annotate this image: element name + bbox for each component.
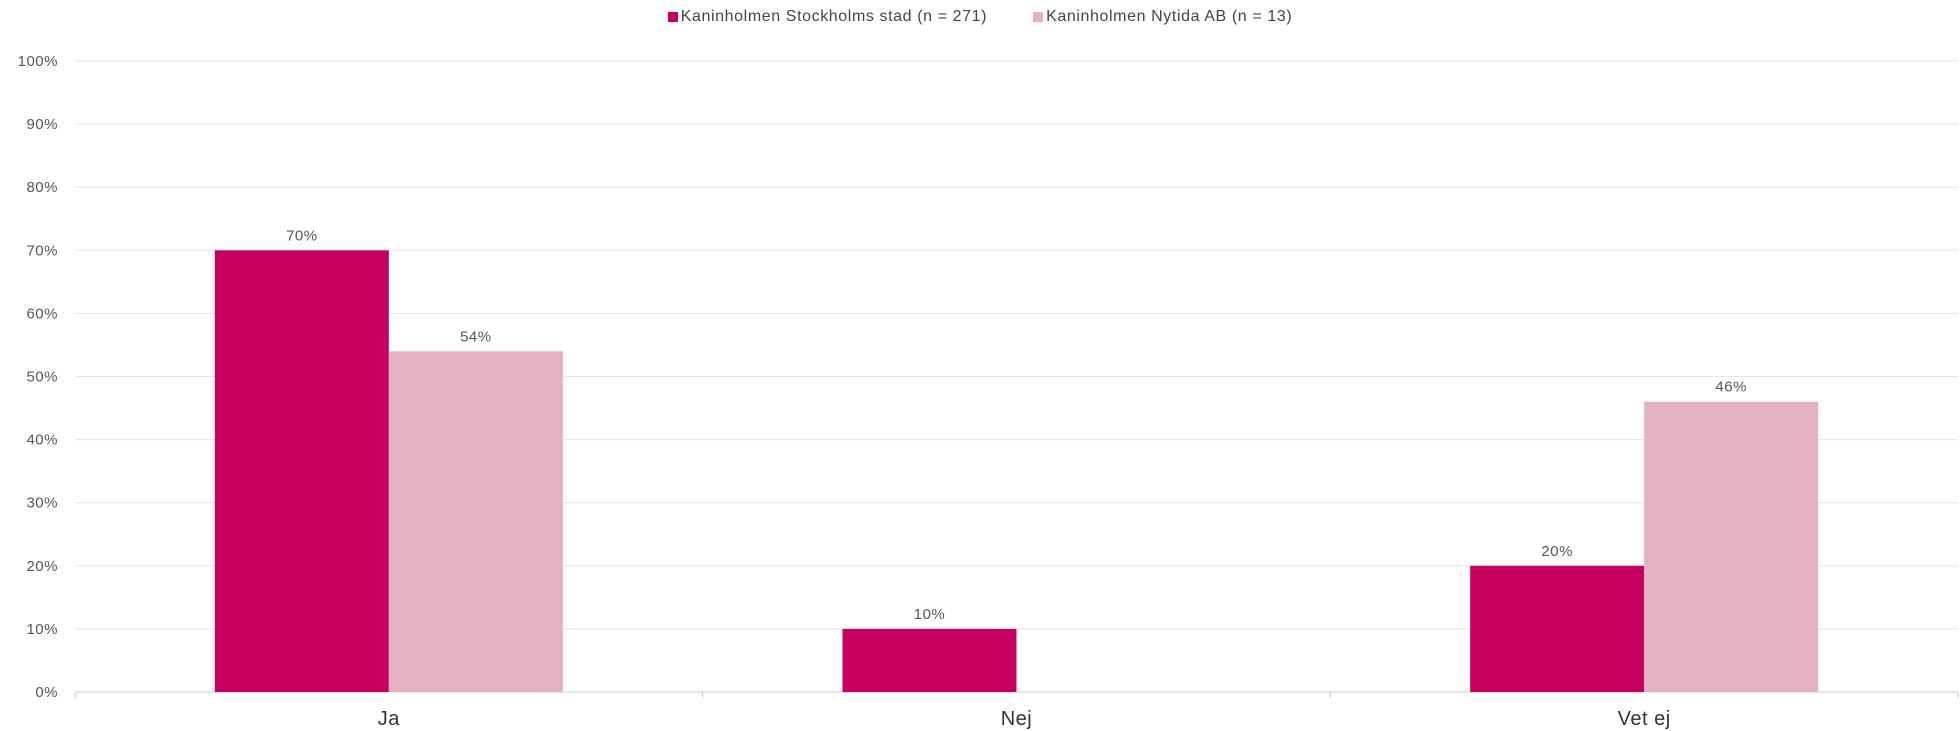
y-tick-label: 60% [26, 305, 58, 322]
bar-series-0-vet-ej [1470, 565, 1645, 692]
legend-item-series-1: Kaninholmen Nytida AB (n = 13) [1033, 8, 1292, 26]
bar-series-0-nej [842, 628, 1017, 692]
legend: Kaninholmen Stockholms stad (n = 271) Ka… [0, 8, 1960, 26]
legend-label-series-0: Kaninholmen Stockholms stad (n = 271) [680, 8, 988, 25]
legend-swatch-series-0 [667, 12, 678, 22]
y-tick-label: 20% [26, 558, 58, 575]
y-tick-label: 50% [26, 369, 58, 386]
y-tick-label: 90% [26, 116, 58, 133]
bar-series-1-ja [388, 351, 563, 692]
y-tick-label: 100% [18, 53, 58, 70]
legend-item-series-0: Kaninholmen Stockholms stad (n = 271) [667, 8, 988, 26]
bars [214, 250, 1819, 693]
x-category-label: Ja [378, 708, 401, 730]
y-tick-label: 70% [26, 242, 58, 259]
y-tick-label: 80% [26, 179, 58, 196]
legend-swatch-series-1 [1033, 12, 1044, 22]
bar-series-1-vet-ej [1644, 401, 1819, 692]
legend-label-series-1: Kaninholmen Nytida AB (n = 13) [1046, 8, 1293, 25]
y-axis: 0% 10% 20% 30% 40% 50% 60% 70% 80% 90% 100% [18, 53, 58, 701]
bar-series-0-ja [214, 250, 389, 693]
data-labels: 70% 54% 10% 20% 46% [286, 227, 1747, 623]
x-category-label: Vet ej [1618, 708, 1671, 730]
y-tick-label: 10% [26, 621, 58, 638]
y-tick-label: 40% [26, 432, 58, 449]
data-label: 70% [286, 227, 318, 244]
data-label: 54% [460, 328, 492, 345]
y-tick-label: 0% [35, 684, 58, 701]
x-category-label: Nej [1001, 708, 1033, 730]
data-label: 46% [1715, 379, 1747, 396]
data-label: 20% [1541, 543, 1573, 560]
data-label: 10% [914, 606, 946, 623]
x-axis: Ja Nej Vet ej [74, 692, 1959, 730]
y-tick-label: 30% [26, 495, 58, 512]
